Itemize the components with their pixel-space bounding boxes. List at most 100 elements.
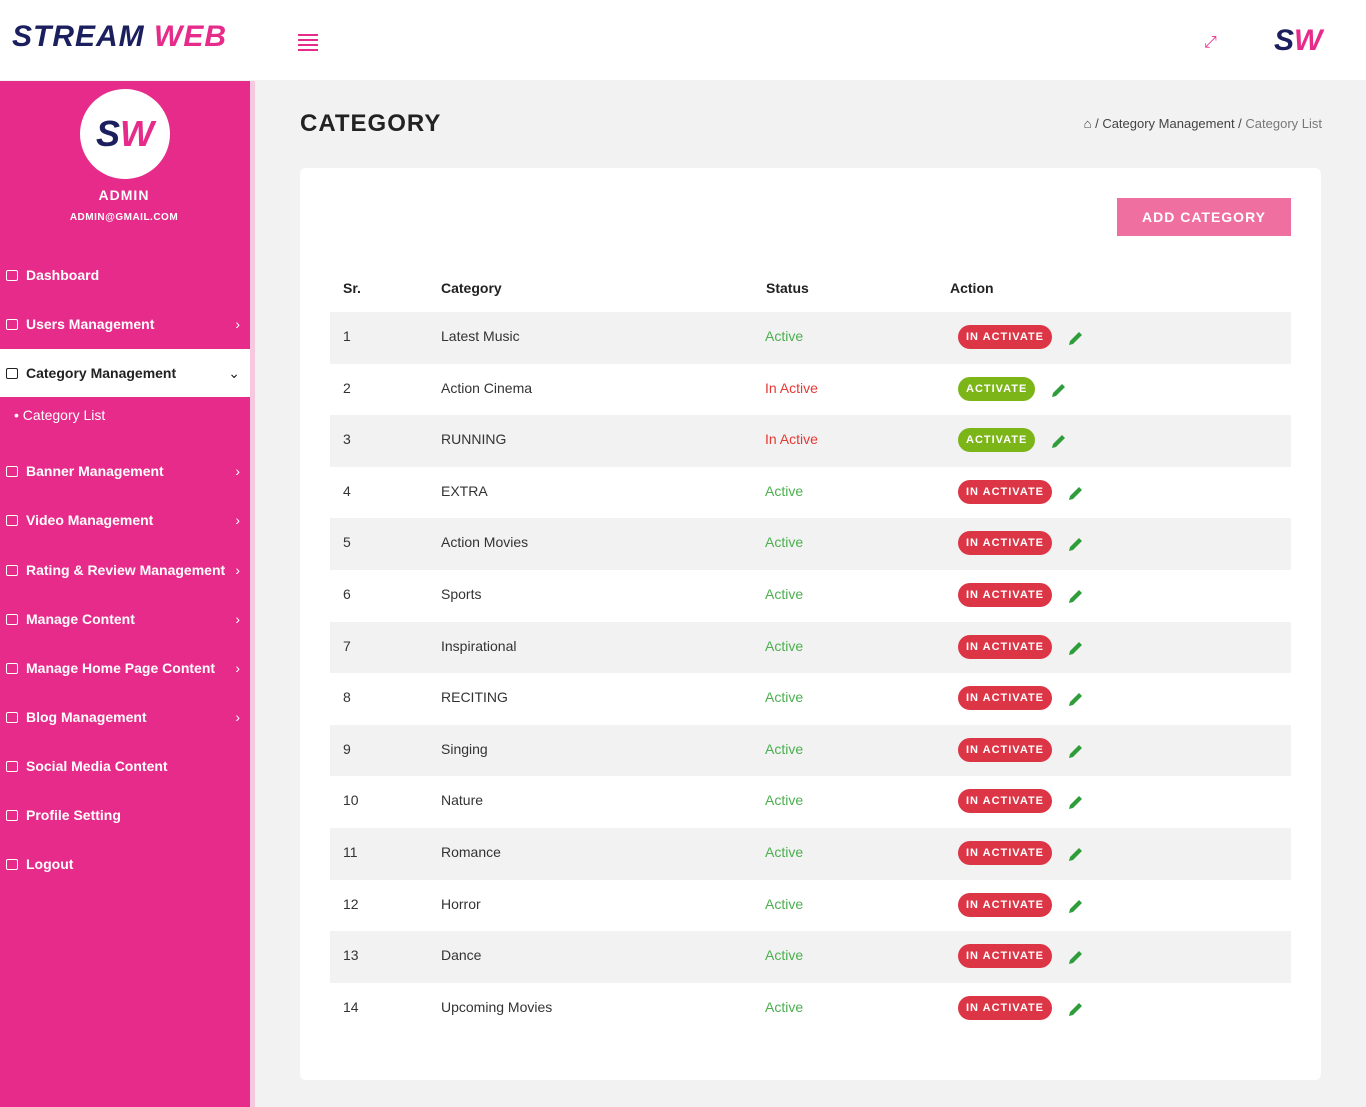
status-toggle-button[interactable]: IN ACTIVATE: [958, 325, 1053, 349]
edit-button[interactable]: [1066, 792, 1086, 812]
cell-status: Active: [765, 844, 804, 860]
menu-toggle[interactable]: [298, 34, 318, 54]
table-card: ADD CATEGORY Sr. Category Status Action …: [300, 168, 1321, 1080]
fullscreen-button[interactable]: ⤢: [1204, 34, 1217, 51]
cell-sr: 9: [343, 740, 351, 757]
admin-name: ADMIN: [98, 187, 150, 203]
column-header: Action: [950, 280, 994, 296]
top-bar: STREAM WEB ⤢ SW: [0, 0, 1366, 80]
menu-item[interactable]: Users Management ›: [0, 300, 250, 348]
menu-item[interactable]: Logout: [0, 840, 250, 888]
status-toggle-button[interactable]: IN ACTIVATE: [958, 737, 1053, 762]
menu-label: Profile Setting: [26, 807, 121, 823]
edit-button[interactable]: [1066, 741, 1086, 761]
edit-button[interactable]: [1066, 534, 1086, 554]
edit-button[interactable]: [1066, 586, 1086, 606]
table-row: 11 Romance Active IN ACTIVATE: [330, 828, 1291, 880]
cell-category: Inspirational: [441, 637, 517, 654]
table-row: 2 Action Cinema In Active ACTIVATE: [330, 364, 1291, 416]
submenu-item[interactable]: • Category List: [14, 407, 106, 423]
avatar: SW: [80, 89, 170, 179]
edit-button[interactable]: [1066, 328, 1086, 348]
menu-item[interactable]: Profile Setting: [0, 791, 250, 839]
cell-sr: 2: [343, 379, 351, 396]
edit-button[interactable]: [1049, 431, 1069, 451]
table-row: 4 EXTRA Active IN ACTIVATE: [330, 467, 1291, 519]
edit-button[interactable]: [1066, 689, 1086, 709]
cell-sr: 5: [343, 534, 351, 551]
status-toggle-button[interactable]: ACTIVATE: [958, 376, 1036, 401]
menu-item[interactable]: Category Management ⌄: [0, 349, 250, 397]
table-row: 14 Upcoming Movies Active IN ACTIVATE: [330, 983, 1291, 1035]
menu-label: Dashboard: [26, 267, 100, 283]
menu-item[interactable]: Dashboard: [0, 251, 250, 299]
status-toggle-button[interactable]: IN ACTIVATE: [958, 789, 1053, 814]
page-title: CATEGORY: [300, 110, 442, 137]
edit-button[interactable]: [1049, 380, 1069, 400]
cell-sr: 11: [343, 844, 358, 860]
table-row: 9 Singing Active IN ACTIVATE: [330, 724, 1291, 777]
status-toggle-button[interactable]: ACTIVATE: [958, 428, 1036, 453]
edit-button[interactable]: [1066, 483, 1086, 503]
menu-item[interactable]: Manage Content ›: [0, 595, 250, 643]
table-row: 6 Sports Active IN ACTIVATE: [330, 570, 1291, 622]
menu-item[interactable]: Rating & Review Management ›: [0, 546, 250, 594]
cell-sr: 10: [343, 792, 359, 809]
edit-button[interactable]: [1066, 896, 1086, 916]
menu-item[interactable]: Manage Home Page Content ›: [0, 644, 250, 692]
edit-button[interactable]: [1066, 947, 1086, 967]
submenu-label: Category List: [22, 407, 106, 423]
logo[interactable]: STREAM WEB: [12, 20, 227, 54]
status-toggle-button[interactable]: IN ACTIVATE: [958, 841, 1053, 865]
cell-category: Action Cinema: [441, 379, 533, 396]
status-toggle-button[interactable]: IN ACTIVATE: [958, 686, 1053, 711]
menu-label: Banner Management: [26, 463, 164, 479]
status-toggle-button[interactable]: IN ACTIVATE: [958, 531, 1053, 556]
menu-label: Manage Content: [26, 611, 135, 627]
breadcrumb-link[interactable]: Category Management: [1102, 116, 1235, 131]
menu-label: Social Media Content: [26, 758, 168, 774]
cell-sr: 14: [343, 998, 359, 1015]
edit-button[interactable]: [1066, 844, 1086, 864]
menu-label: Users Management: [26, 316, 155, 332]
menu-label: Manage Home Page Content: [26, 660, 216, 676]
status-toggle-button[interactable]: IN ACTIVATE: [958, 892, 1053, 917]
cell-category: Sports: [441, 586, 482, 602]
admin-email: ADMIN@GMAIL.COM: [69, 212, 179, 223]
cell-category: Horror: [441, 895, 481, 912]
cell-status: Active: [765, 998, 804, 1015]
cell-status: In Active: [765, 431, 818, 448]
cell-status: Active: [765, 534, 804, 551]
menu-item[interactable]: Video Management ›: [0, 496, 250, 544]
cell-category: Singing: [441, 740, 488, 757]
status-toggle-button[interactable]: IN ACTIVATE: [958, 995, 1053, 1020]
menu-item[interactable]: Banner Management ›: [0, 447, 250, 495]
sidebar-edge: [250, 81, 255, 1107]
cell-category: Upcoming Movies: [441, 998, 553, 1015]
menu-label: Logout: [26, 856, 74, 872]
avatar-left: S: [96, 113, 121, 154]
status-toggle-button[interactable]: IN ACTIVATE: [958, 944, 1053, 969]
status-toggle-button[interactable]: IN ACTIVATE: [958, 479, 1053, 504]
logo-mark-left: S: [1274, 24, 1295, 57]
logo-mark[interactable]: SW: [1274, 24, 1322, 58]
cell-category: Dance: [441, 947, 482, 964]
cell-sr: 3: [343, 431, 351, 448]
cell-status: Active: [765, 586, 804, 602]
logo-main: STREAM: [12, 20, 145, 53]
menu-item[interactable]: Blog Management ›: [0, 693, 250, 741]
status-toggle-button[interactable]: IN ACTIVATE: [958, 634, 1053, 659]
cell-status: Active: [765, 792, 804, 809]
status-toggle-button[interactable]: IN ACTIVATE: [958, 583, 1053, 607]
column-header: Sr.: [343, 280, 361, 296]
add-button[interactable]: ADD CATEGORY: [1117, 198, 1291, 236]
logo-mark-right: W: [1294, 24, 1323, 57]
breadcrumb: ⌂ / Category Management / Category List: [1083, 116, 1322, 131]
edit-button[interactable]: [1066, 999, 1086, 1019]
edit-button[interactable]: [1066, 638, 1086, 658]
menu-item[interactable]: Social Media Content: [0, 742, 250, 790]
cell-category: RUNNING: [441, 431, 507, 448]
column-header: Status: [766, 280, 809, 296]
table-row: 13 Dance Active IN ACTIVATE: [330, 931, 1291, 983]
